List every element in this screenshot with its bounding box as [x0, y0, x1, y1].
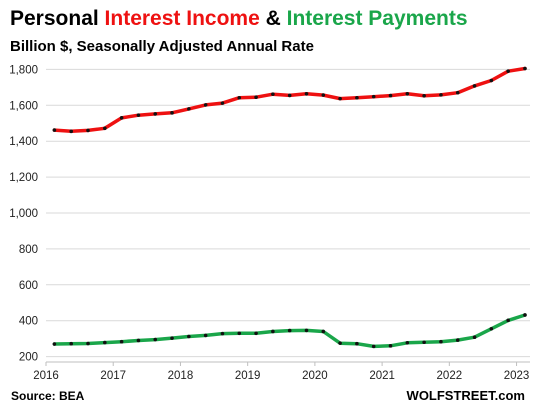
interest-income-point: [220, 101, 225, 105]
interest-income-point: [170, 111, 174, 115]
x-tick-label: 2023: [504, 370, 530, 382]
interest-payments-point: [52, 342, 57, 346]
interest-income-point: [321, 93, 326, 97]
y-tick-label: 200: [19, 352, 38, 364]
interest-payments-point: [254, 331, 258, 336]
source-label: Source: BEA: [11, 389, 85, 403]
interest-payments-point: [506, 318, 510, 323]
chart-title-part: Interest Income: [104, 7, 260, 30]
chart-title-part: Personal: [10, 7, 105, 30]
interest-payments-point: [287, 328, 292, 333]
interest-payments-point: [472, 335, 477, 340]
interest-income-point: [119, 116, 124, 120]
interest-payments-point: [388, 344, 393, 348]
y-tick-label: 1,800: [9, 64, 38, 76]
interest-payments-point: [489, 326, 494, 331]
interest-payments-point: [153, 337, 158, 342]
interest-income-point: [338, 96, 342, 101]
watermark-label: WOLFSTREET.com: [406, 388, 525, 403]
interest-income-point: [304, 92, 309, 96]
y-tick-label: 1,200: [9, 172, 38, 184]
interest-income-point: [455, 90, 460, 95]
interest-income-point: [86, 128, 90, 133]
interest-payments-point: [355, 341, 359, 346]
interest-payments-point: [69, 341, 74, 346]
interest-income-point: [388, 93, 393, 98]
interest-income-point: [103, 126, 107, 131]
interest-income-point: [254, 95, 258, 100]
interest-income-point: [153, 112, 158, 116]
x-tick-label: 2016: [33, 370, 59, 382]
interest-income-point: [405, 92, 410, 96]
interest-income-point: [523, 66, 527, 71]
interest-payments-point: [455, 338, 460, 342]
interest-payments-point: [103, 340, 107, 345]
interest-income-point: [203, 103, 208, 107]
chart-title-part: Interest Payments: [286, 7, 468, 30]
x-tick-label: 2021: [369, 370, 395, 382]
interest-payments-point: [321, 329, 326, 334]
interest-income-point: [355, 95, 359, 100]
interest-payments-point: [405, 340, 410, 345]
y-tick-label: 400: [19, 316, 38, 328]
interest-income-point: [489, 78, 494, 83]
y-tick-label: 800: [19, 244, 38, 256]
interest-payments-point: [220, 331, 225, 336]
x-tick-label: 2019: [235, 370, 261, 382]
interest-income-point: [271, 92, 275, 96]
chart-title-part: &: [259, 7, 287, 30]
interest-income-point: [237, 95, 242, 100]
interest-income-point: [52, 128, 57, 132]
interest-payments-point: [136, 338, 141, 343]
interest-income-point: [422, 93, 426, 98]
interest-payments-point: [371, 344, 376, 349]
interest-payments-point: [187, 334, 191, 339]
interest-payments-point: [86, 341, 90, 346]
interest-income-point: [287, 93, 292, 98]
interest-income-point: [136, 113, 141, 117]
interest-payments-point: [203, 333, 208, 338]
interest-payments-point: [338, 341, 342, 345]
chart-subtitle: Billion $, Seasonally Adjusted Annual Ra…: [10, 38, 314, 55]
interest-payments-point: [271, 329, 275, 334]
x-tick-label: 2022: [437, 370, 463, 382]
interest-income-point: [439, 93, 443, 97]
y-tick-label: 1,600: [9, 100, 38, 112]
interest-income-point: [187, 107, 191, 111]
interest-income-point: [371, 94, 376, 99]
interest-income-point: [69, 129, 74, 134]
interest-payments-point: [119, 339, 124, 344]
interest-payments-point: [170, 336, 174, 340]
x-tick-label: 2018: [168, 370, 194, 382]
interest-payments-point: [237, 331, 242, 336]
interest-income-line: [52, 66, 527, 134]
interest-payments-point: [304, 328, 309, 333]
interest-payments-point: [523, 313, 527, 317]
x-tick-label: 2020: [302, 370, 328, 382]
interest-payments-point: [439, 339, 443, 344]
interest-income-point: [506, 69, 510, 73]
interest-payments-point: [422, 340, 426, 345]
x-tick-label: 2017: [100, 370, 126, 382]
y-tick-label: 1,000: [9, 208, 38, 220]
chart-title: Personal Interest Income & Interest Paym…: [10, 7, 468, 31]
y-tick-label: 1,400: [9, 136, 38, 148]
y-tick-label: 600: [19, 280, 38, 292]
interest-income-point: [472, 84, 477, 88]
